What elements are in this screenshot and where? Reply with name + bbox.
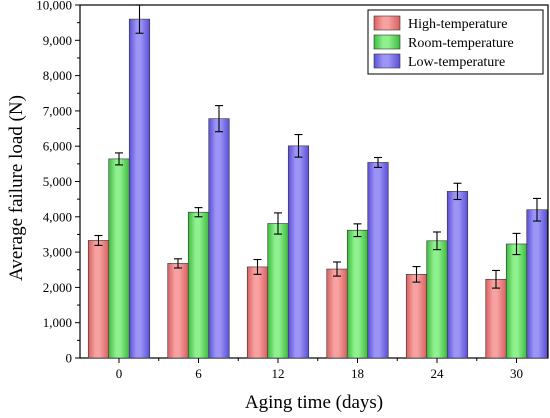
bar-high-temperature-30	[485, 278, 507, 359]
bar-high-temperature-12	[246, 266, 269, 359]
y-tick-label: 6,000	[43, 139, 72, 154]
bar-high-temperature-0	[87, 240, 110, 359]
bar-low-temperature-18	[367, 162, 389, 359]
y-axis-label: Average failure load (N)	[6, 95, 27, 281]
legend-label-low-temperature: Low-temperature	[408, 55, 505, 70]
legend-label-room-temperature: Room-temperature	[408, 36, 514, 51]
x-tick-label: 12	[272, 366, 285, 381]
bar-room-temperature-24	[426, 240, 448, 359]
y-tick-label: 3,000	[43, 245, 72, 260]
y-tick-label: 2,000	[43, 280, 72, 295]
bar-low-temperature-6	[208, 118, 230, 359]
y-tick-label: 9,000	[43, 33, 72, 48]
bar-high-temperature-24	[405, 274, 428, 359]
y-tick-label: 7,000	[43, 103, 72, 118]
x-axis: 0 6 12 18 24 30	[116, 358, 523, 381]
legend-swatch-high-temperature	[373, 15, 401, 31]
bar-room-temperature-30	[505, 243, 528, 359]
x-tick-label: 0	[116, 366, 123, 381]
bar-room-temperature-6	[187, 211, 210, 359]
legend-swatch-room-temperature	[373, 34, 401, 50]
y-axis: 0 1,000 2,000 3,000 4,000 5,000 6,000 7,000 8,00…	[36, 0, 80, 366]
bar-low-temperature-30	[526, 209, 548, 359]
x-axis-label: Aging time (days)	[245, 392, 383, 413]
x-tick-label: 30	[510, 366, 523, 381]
y-tick-label: 1,000	[43, 315, 72, 330]
legend-swatch-low-temperature	[373, 53, 401, 69]
x-tick-label: 24	[431, 366, 445, 381]
y-tick-label: 10,000	[36, 0, 72, 13]
y-tick-label: 0	[66, 351, 73, 366]
bar-high-temperature-6	[167, 263, 189, 359]
x-tick-label: 18	[351, 366, 364, 381]
bars-layer	[87, 18, 548, 359]
bar-low-temperature-12	[287, 145, 310, 359]
legend: High-temperature Room-temperature Low-temp…	[367, 9, 544, 75]
bar-low-temperature-24	[446, 191, 469, 359]
y-tick-label: 8,000	[43, 68, 72, 83]
bar-high-temperature-18	[326, 268, 348, 359]
bar-low-temperature-0	[128, 18, 151, 359]
bar-room-temperature-18	[346, 229, 369, 359]
error-bars-layer	[94, 4, 541, 289]
y-tick-label: 5,000	[43, 174, 72, 189]
x-tick-label: 6	[195, 366, 202, 381]
y-tick-label: 4,000	[43, 209, 72, 224]
bar-room-temperature-12	[267, 223, 289, 359]
legend-label-high-temperature: High-temperature	[408, 17, 508, 32]
bar-room-temperature-0	[108, 158, 130, 359]
